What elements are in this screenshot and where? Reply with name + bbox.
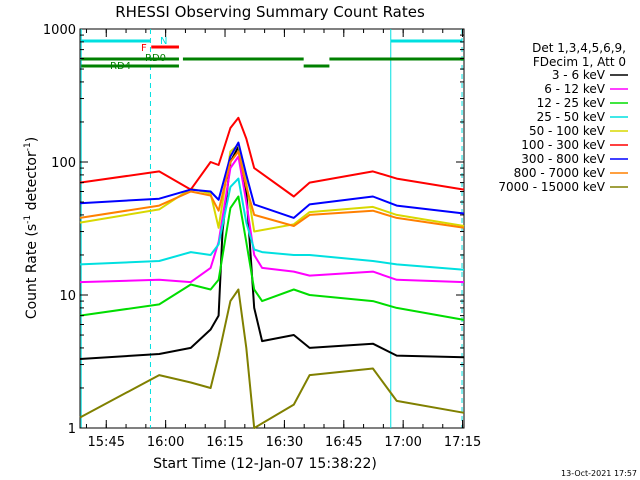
y-axis-label-sup2: -1	[23, 142, 33, 151]
flag-label-f: F	[141, 43, 147, 54]
x-tick-label: 17:15	[444, 435, 481, 450]
legend-entry-label: 6 - 12 keV	[544, 82, 606, 96]
legend-entry-label: 100 - 300 keV	[521, 138, 605, 152]
flag-label-rd0: RD0	[145, 53, 166, 64]
y-tick-label: 100	[51, 156, 76, 171]
legend-entry-label: 300 - 800 keV	[521, 152, 605, 166]
legend: Det 1,3,4,5,6,9, FDecim 1, Att 0 3 - 6 k…	[498, 41, 628, 194]
legend-entry-label: 800 - 7000 keV	[514, 166, 606, 180]
legend-entry-label: 7000 - 15000 keV	[498, 180, 605, 194]
series-line	[79, 177, 465, 271]
y-axis-label-end: )	[24, 137, 40, 142]
flag-label-n: N	[160, 36, 167, 47]
x-tick-label: 16:15	[206, 435, 243, 450]
series-line	[79, 116, 465, 198]
plot-area	[79, 28, 465, 429]
y-tick-label: 1000	[43, 23, 76, 38]
time-markers	[80, 29, 463, 428]
legend-entry-label: 12 - 25 keV	[537, 96, 606, 110]
flag-label-rd4: RD4	[110, 61, 131, 72]
legend-entry-label: 50 - 100 keV	[529, 124, 606, 138]
series-line	[79, 288, 465, 429]
x-tick-label: 16:00	[147, 435, 184, 450]
legend-header-line2: FDecim 1, Att 0	[533, 55, 626, 69]
series-line	[79, 150, 465, 229]
y-axis-label: Count Rate (s-1 detector-1)	[23, 137, 40, 319]
chart-title: RHESSI Observing Summary Count Rates	[115, 3, 425, 21]
y-tick-label: 1	[68, 422, 76, 437]
series-line	[79, 141, 465, 219]
series-line	[79, 155, 465, 284]
x-tick-label: 17:00	[384, 435, 421, 450]
x-axis-ticks: 15:45 16:00 16:15 16:30 16:45 17:00 17:15	[85, 29, 481, 450]
legend-header-line1: Det 1,3,4,5,6,9,	[532, 41, 626, 55]
legend-entry-label: 3 - 6 keV	[552, 68, 606, 82]
x-axis-label: Start Time (12-Jan-07 15:38:22)	[153, 456, 377, 472]
series-lines	[79, 116, 465, 429]
y-tick-label: 10	[59, 289, 76, 304]
x-tick-label: 15:45	[88, 435, 125, 450]
plot-frame	[79, 28, 465, 429]
y-axis-label-sup1: -1	[23, 215, 33, 224]
series-line	[79, 195, 465, 321]
legend-entry-label: 25 - 50 keV	[537, 110, 606, 124]
y-axis-ticks: 1 10 100 1000	[43, 23, 464, 437]
y-axis-label-main: Count Rate (s	[24, 224, 40, 319]
y-axis-label-mid: detector	[24, 151, 40, 215]
x-tick-label: 16:45	[325, 435, 362, 450]
x-tick-label: 16:30	[266, 435, 303, 450]
timestamp: 13-Oct-2021 17:57	[561, 469, 637, 478]
